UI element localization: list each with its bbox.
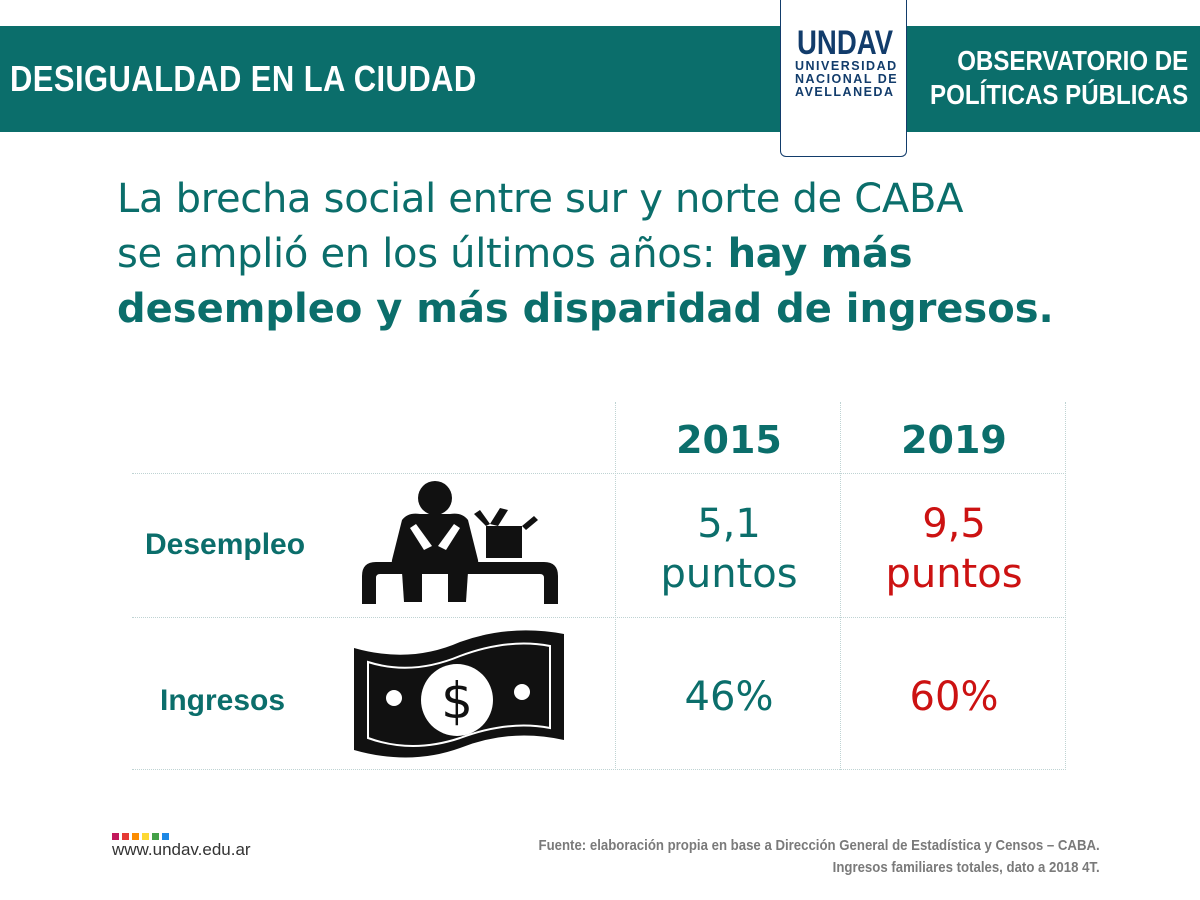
source-line-2: Ingresos familiares totales, dato a 2018… (832, 859, 1100, 876)
desempleo-2015-unit: puntos (660, 551, 798, 597)
desempleo-2015-value: 5,1 puntos (617, 499, 841, 599)
table-divider-vertical-2 (840, 402, 841, 770)
logo-wordmark: UNIVERSIDAD NACIONAL DE AVELLANEDA (795, 59, 899, 99)
source-line-1: Fuente: elaboración propia en base a Dir… (538, 837, 1100, 854)
ingresos-2019-value: 60% (909, 674, 999, 720)
desempleo-2019-unit: puntos (885, 551, 1023, 597)
headline-line-2-normal: se amplió en los últimos años: (117, 231, 728, 277)
color-dot (142, 833, 149, 840)
unemployed-person-icon (362, 481, 558, 604)
ingresos-2015-value: 46% (684, 674, 774, 720)
desempleo-2019-value: 9,5 puntos (842, 499, 1066, 599)
headline-line-2-bold: hay más (727, 231, 913, 277)
desempleo-2015-number: 5,1 (697, 501, 761, 547)
headline-line-3-bold: desempleo y más disparidad de ingresos. (117, 286, 1054, 332)
row-label-ingresos: Ingresos (160, 684, 286, 717)
header-band (0, 26, 1200, 132)
logo-line-3: AVELLANEDA (795, 85, 895, 99)
undav-logo[interactable]: UNDAV UNIVERSIDAD NACIONAL DE AVELLANEDA (780, 0, 907, 157)
observatory-line-2: POLÍTICAS PÚBLICAS (929, 79, 1188, 110)
headline-line-1: La brecha social entre sur y norte de CA… (117, 176, 964, 222)
undav-logo-mark: UNDAV (797, 24, 893, 60)
table-divider-vertical-3 (1065, 402, 1066, 770)
table-divider-horizontal-1 (132, 473, 1066, 474)
observatory-line-1: OBSERVATORIO DE (956, 45, 1188, 76)
page-title: DESIGUALDAD EN LA CIUDAD (10, 58, 477, 99)
logo-line-2: NACIONAL DE (795, 72, 899, 86)
column-header-2015: 2015 (676, 418, 782, 462)
row-label-desempleo: Desempleo (145, 528, 306, 561)
column-header-2019: 2019 (901, 418, 1007, 462)
table-divider-vertical-1 (615, 402, 616, 770)
logo-mark-text: UNDAV (797, 24, 893, 60)
banknote-icon: $ (354, 630, 564, 758)
brand-color-dots (112, 827, 172, 845)
website-link[interactable]: www.undav.edu.ar (112, 840, 251, 859)
color-dot (122, 833, 129, 840)
desempleo-2019-number: 9,5 (922, 501, 986, 547)
logo-line-1: UNIVERSIDAD (795, 59, 898, 73)
observatory-title: OBSERVATORIO DE POLÍTICAS PÚBLICAS (930, 44, 1188, 112)
svg-text:$: $ (441, 672, 473, 730)
headline-line-3: desempleo y más disparidad de ingresos. (117, 282, 1117, 337)
color-dot (162, 833, 169, 840)
table-divider-horizontal-3 (132, 769, 1066, 770)
color-dot (112, 833, 119, 840)
headline: La brecha social entre sur y norte de CA… (117, 172, 1117, 337)
source-note: Fuente: elaboración propia en base a Dir… (539, 835, 1100, 879)
color-dot (152, 833, 159, 840)
color-dot (132, 833, 139, 840)
headline-line-2: se amplió en los últimos años: hay más (117, 227, 1117, 282)
table-divider-horizontal-2 (132, 617, 1066, 618)
